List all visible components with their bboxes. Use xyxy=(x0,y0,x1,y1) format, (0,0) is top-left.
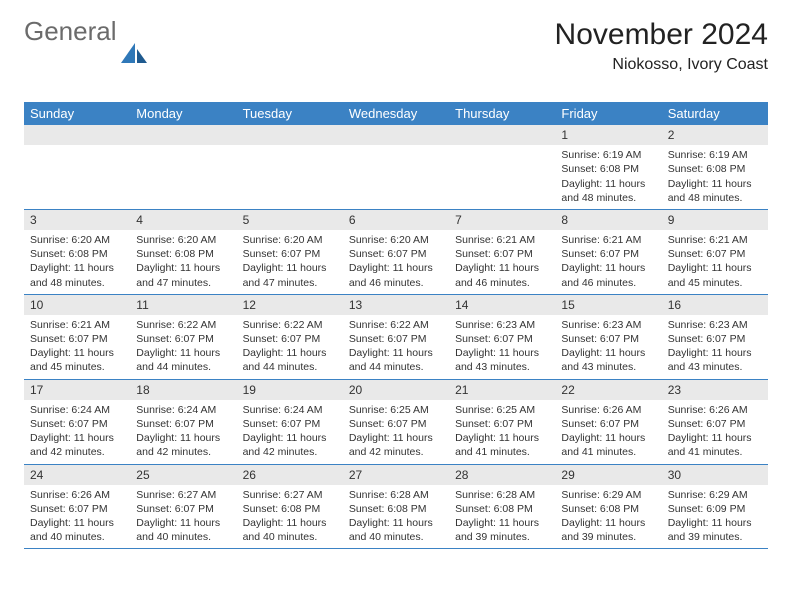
day-body-row: Sunrise: 6:26 AMSunset: 6:07 PMDaylight:… xyxy=(24,485,768,549)
empty-cell xyxy=(343,145,449,209)
day-cell: Sunrise: 6:20 AMSunset: 6:08 PMDaylight:… xyxy=(24,230,130,294)
title-block: November 2024 Niokosso, Ivory Coast xyxy=(555,18,768,74)
header: General Blue November 2024 Niokosso, Ivo… xyxy=(24,18,768,88)
weekday-header: Thursday xyxy=(449,102,555,125)
day-number-cell: 30 xyxy=(662,464,768,485)
empty-cell xyxy=(237,145,343,209)
day-number-cell: 29 xyxy=(555,464,661,485)
day-cell: Sunrise: 6:29 AMSunset: 6:08 PMDaylight:… xyxy=(555,485,661,549)
page-title: November 2024 xyxy=(555,18,768,52)
day-cell: Sunrise: 6:19 AMSunset: 6:08 PMDaylight:… xyxy=(662,145,768,209)
empty-cell xyxy=(343,125,449,145)
day-number-cell: 22 xyxy=(555,379,661,400)
day-number-row: 12 xyxy=(24,125,768,145)
day-number-cell: 3 xyxy=(24,209,130,230)
day-cell: Sunrise: 6:28 AMSunset: 6:08 PMDaylight:… xyxy=(343,485,449,549)
day-cell: Sunrise: 6:20 AMSunset: 6:07 PMDaylight:… xyxy=(343,230,449,294)
day-cell: Sunrise: 6:27 AMSunset: 6:07 PMDaylight:… xyxy=(130,485,236,549)
day-number-cell: 28 xyxy=(449,464,555,485)
day-cell: Sunrise: 6:24 AMSunset: 6:07 PMDaylight:… xyxy=(237,400,343,464)
empty-cell xyxy=(130,125,236,145)
day-number-cell: 9 xyxy=(662,209,768,230)
day-cell: Sunrise: 6:28 AMSunset: 6:08 PMDaylight:… xyxy=(449,485,555,549)
empty-cell xyxy=(130,145,236,209)
day-number-cell: 8 xyxy=(555,209,661,230)
empty-cell xyxy=(237,125,343,145)
day-number-cell: 4 xyxy=(130,209,236,230)
day-number-row: 10111213141516 xyxy=(24,294,768,315)
day-cell: Sunrise: 6:25 AMSunset: 6:07 PMDaylight:… xyxy=(343,400,449,464)
logo-text-general: General xyxy=(24,18,117,44)
day-number-cell: 6 xyxy=(343,209,449,230)
day-number-cell: 13 xyxy=(343,294,449,315)
day-body-row: Sunrise: 6:21 AMSunset: 6:07 PMDaylight:… xyxy=(24,315,768,379)
weekday-header: Monday xyxy=(130,102,236,125)
day-number-row: 3456789 xyxy=(24,209,768,230)
day-number-cell: 20 xyxy=(343,379,449,400)
day-number-cell: 12 xyxy=(237,294,343,315)
location-subtitle: Niokosso, Ivory Coast xyxy=(555,56,768,74)
weekday-header: Friday xyxy=(555,102,661,125)
calendar-table: SundayMondayTuesdayWednesdayThursdayFrid… xyxy=(24,102,768,549)
empty-cell xyxy=(449,125,555,145)
day-number-cell: 26 xyxy=(237,464,343,485)
day-cell: Sunrise: 6:26 AMSunset: 6:07 PMDaylight:… xyxy=(662,400,768,464)
day-number-cell: 21 xyxy=(449,379,555,400)
day-cell: Sunrise: 6:26 AMSunset: 6:07 PMDaylight:… xyxy=(555,400,661,464)
day-cell: Sunrise: 6:19 AMSunset: 6:08 PMDaylight:… xyxy=(555,145,661,209)
day-body-row: Sunrise: 6:24 AMSunset: 6:07 PMDaylight:… xyxy=(24,400,768,464)
day-number-cell: 1 xyxy=(555,125,661,145)
day-number-row: 24252627282930 xyxy=(24,464,768,485)
day-cell: Sunrise: 6:24 AMSunset: 6:07 PMDaylight:… xyxy=(24,400,130,464)
day-number-cell: 27 xyxy=(343,464,449,485)
empty-cell xyxy=(24,145,130,209)
day-cell: Sunrise: 6:23 AMSunset: 6:07 PMDaylight:… xyxy=(449,315,555,379)
day-cell: Sunrise: 6:21 AMSunset: 6:07 PMDaylight:… xyxy=(555,230,661,294)
day-cell: Sunrise: 6:21 AMSunset: 6:07 PMDaylight:… xyxy=(662,230,768,294)
day-cell: Sunrise: 6:21 AMSunset: 6:07 PMDaylight:… xyxy=(449,230,555,294)
logo-text-blue: Blue xyxy=(0,62,117,88)
day-number-cell: 16 xyxy=(662,294,768,315)
logo: General Blue xyxy=(24,18,151,88)
day-cell: Sunrise: 6:26 AMSunset: 6:07 PMDaylight:… xyxy=(24,485,130,549)
day-number-cell: 23 xyxy=(662,379,768,400)
day-body-row: Sunrise: 6:20 AMSunset: 6:08 PMDaylight:… xyxy=(24,230,768,294)
day-cell: Sunrise: 6:27 AMSunset: 6:08 PMDaylight:… xyxy=(237,485,343,549)
day-number-cell: 10 xyxy=(24,294,130,315)
weekday-header: Sunday xyxy=(24,102,130,125)
day-cell: Sunrise: 6:21 AMSunset: 6:07 PMDaylight:… xyxy=(24,315,130,379)
empty-cell xyxy=(24,125,130,145)
day-cell: Sunrise: 6:22 AMSunset: 6:07 PMDaylight:… xyxy=(237,315,343,379)
weekday-header: Wednesday xyxy=(343,102,449,125)
day-number-cell: 14 xyxy=(449,294,555,315)
day-number-cell: 25 xyxy=(130,464,236,485)
day-number-cell: 2 xyxy=(662,125,768,145)
day-number-cell: 17 xyxy=(24,379,130,400)
day-cell: Sunrise: 6:22 AMSunset: 6:07 PMDaylight:… xyxy=(343,315,449,379)
day-number-cell: 11 xyxy=(130,294,236,315)
day-cell: Sunrise: 6:22 AMSunset: 6:07 PMDaylight:… xyxy=(130,315,236,379)
day-number-cell: 18 xyxy=(130,379,236,400)
weekday-header-row: SundayMondayTuesdayWednesdayThursdayFrid… xyxy=(24,102,768,125)
day-cell: Sunrise: 6:25 AMSunset: 6:07 PMDaylight:… xyxy=(449,400,555,464)
day-number-cell: 24 xyxy=(24,464,130,485)
day-cell: Sunrise: 6:23 AMSunset: 6:07 PMDaylight:… xyxy=(555,315,661,379)
day-cell: Sunrise: 6:20 AMSunset: 6:07 PMDaylight:… xyxy=(237,230,343,294)
empty-cell xyxy=(449,145,555,209)
day-number-row: 17181920212223 xyxy=(24,379,768,400)
day-number-cell: 7 xyxy=(449,209,555,230)
day-cell: Sunrise: 6:29 AMSunset: 6:09 PMDaylight:… xyxy=(662,485,768,549)
day-body-row: Sunrise: 6:19 AMSunset: 6:08 PMDaylight:… xyxy=(24,145,768,209)
day-cell: Sunrise: 6:23 AMSunset: 6:07 PMDaylight:… xyxy=(662,315,768,379)
day-number-cell: 15 xyxy=(555,294,661,315)
day-number-cell: 19 xyxy=(237,379,343,400)
day-cell: Sunrise: 6:20 AMSunset: 6:08 PMDaylight:… xyxy=(130,230,236,294)
weekday-header: Tuesday xyxy=(237,102,343,125)
day-cell: Sunrise: 6:24 AMSunset: 6:07 PMDaylight:… xyxy=(130,400,236,464)
day-number-cell: 5 xyxy=(237,209,343,230)
weekday-header: Saturday xyxy=(662,102,768,125)
sail-icon xyxy=(121,43,151,67)
